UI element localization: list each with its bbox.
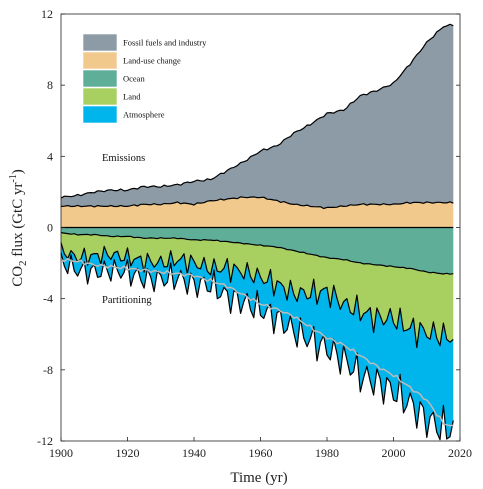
y-tick-label: -8	[43, 363, 53, 377]
plot-lines	[60, 23, 454, 441]
ocean-sink-line	[60, 232, 454, 275]
y-tick-label: 8	[47, 78, 53, 92]
atmosphere-sink-line	[60, 252, 454, 441]
x-tick-label: 2000	[382, 446, 406, 460]
x-tick-label: 1940	[182, 446, 206, 460]
y-axis-title-sup: -1	[8, 174, 19, 182]
y-axis-title-end: )	[10, 169, 26, 174]
legend: Fossil fuels and industry Land-use change…	[82, 33, 207, 124]
emissions-annotation: Emissions	[102, 153, 145, 164]
y-axis-title-rest: flux (GtC yr	[10, 183, 26, 261]
legend-swatch	[82, 69, 118, 88]
budget-imbalance-line	[60, 257, 454, 427]
fossil-fuels-area	[61, 24, 454, 209]
legend-label: Land	[123, 92, 141, 102]
x-tick-label: 2020	[448, 446, 472, 460]
plot-areas	[61, 24, 454, 440]
total-emissions-line	[60, 23, 454, 199]
legend-swatch	[82, 51, 118, 70]
legend-label: Atmosphere	[123, 110, 165, 120]
y-axis-title-main: CO	[10, 266, 26, 287]
y-tick-label: 0	[47, 221, 53, 235]
legend-swatch	[82, 105, 118, 124]
y-tick-label: -12	[37, 434, 53, 448]
x-tick-label: 1960	[249, 446, 273, 460]
legend-label: Fossil fuels and industry	[123, 38, 207, 48]
legend-swatch	[82, 33, 118, 52]
y-tick-label: 4	[47, 149, 53, 163]
land-area	[61, 232, 454, 348]
y-tick-label: -4	[43, 292, 53, 306]
y-axis-title-sub: 2	[17, 260, 29, 266]
x-axis-title: Time (yr)	[230, 470, 287, 486]
y-axis-title: CO2 flux (GtC yr-1)	[8, 169, 29, 287]
land-use-change-area	[61, 196, 454, 228]
legend-swatch	[82, 87, 118, 106]
land-use-change-line	[60, 196, 454, 210]
partitioning-annotation: Partitioning	[102, 295, 152, 306]
legend-label: Ocean	[123, 74, 145, 84]
land-sink-line	[60, 242, 454, 349]
x-tick-label: 1980	[315, 446, 339, 460]
x-tick-label: 1900	[49, 446, 73, 460]
ocean-area	[61, 227, 454, 275]
legend-label: Land-use change	[123, 56, 181, 66]
y-tick-label: 12	[41, 7, 53, 21]
x-tick-label: 1920	[116, 446, 140, 460]
axes: 1900 1920 1940 1960 1980 2000 2020 -12 -8 -4 0 4 8 12	[37, 7, 472, 460]
